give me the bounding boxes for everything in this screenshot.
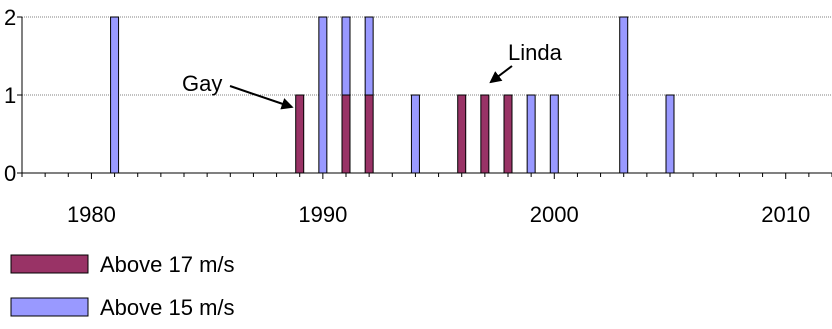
legend-swatch-above-15 xyxy=(10,297,89,317)
annotation-linda-label: Linda xyxy=(508,40,563,65)
x-tick-label-1990: 1990 xyxy=(298,202,347,227)
bar-above-15-1994 xyxy=(410,94,420,174)
bar-above-17-1991 xyxy=(341,94,351,174)
legend: Above 17 m/s Above 15 m/s xyxy=(10,252,235,320)
y-tick-label-0: 0 xyxy=(4,161,16,186)
bar-above-15-2000 xyxy=(549,94,559,174)
bar-above-15-1990 xyxy=(318,16,328,174)
bar-above-17-1998 xyxy=(503,94,513,174)
bar-above-15-1991 xyxy=(341,16,351,96)
y-tick-label-2: 2 xyxy=(4,5,16,30)
bar-above-15-1999 xyxy=(526,94,536,174)
bar-above-17-1996 xyxy=(457,94,467,174)
annotation-gay-label: Gay xyxy=(182,71,222,96)
x-tick-label-2010: 2010 xyxy=(761,202,810,227)
x-tick-label-1980: 1980 xyxy=(67,202,116,227)
legend-label-above-17: Above 17 m/s xyxy=(100,252,235,277)
bar-above-15-1992 xyxy=(364,16,374,96)
axes xyxy=(17,16,832,179)
x-tick-label-2000: 2000 xyxy=(530,202,579,227)
bar-above-17-1989 xyxy=(295,94,305,174)
bar-above-15-1981 xyxy=(110,16,120,174)
legend-label-above-15: Above 15 m/s xyxy=(100,295,235,320)
bars xyxy=(110,16,675,174)
bar-above-17-1992 xyxy=(364,94,374,174)
y-tick-label-1: 1 xyxy=(4,83,16,108)
bar-above-15-2005 xyxy=(665,94,675,174)
bar-above-15-2003 xyxy=(619,16,629,174)
bar-above-17-1997 xyxy=(480,94,490,174)
x-tick-labels: 1980 1990 2000 2010 xyxy=(67,202,810,227)
annotations: Gay Linda xyxy=(182,40,563,110)
annotation-gay-arrow xyxy=(229,85,294,110)
legend-swatch-above-17 xyxy=(10,254,89,274)
y-tick-labels: 0 1 2 xyxy=(4,5,16,186)
grid-lines xyxy=(22,16,832,96)
annotation-linda-arrow xyxy=(489,65,513,84)
